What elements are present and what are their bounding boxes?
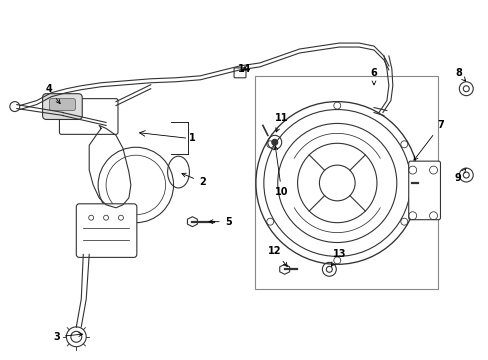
Text: 7: 7 (413, 121, 443, 160)
Text: 2: 2 (182, 173, 205, 187)
FancyBboxPatch shape (60, 99, 118, 134)
FancyBboxPatch shape (49, 99, 75, 111)
Text: 9: 9 (454, 168, 465, 183)
FancyBboxPatch shape (76, 204, 137, 257)
Text: 13: 13 (331, 249, 346, 266)
Text: 11: 11 (274, 113, 288, 132)
Text: 8: 8 (454, 68, 465, 81)
Text: 10: 10 (273, 146, 288, 197)
FancyBboxPatch shape (408, 161, 440, 220)
FancyBboxPatch shape (42, 94, 82, 120)
Circle shape (271, 139, 277, 145)
Text: 6: 6 (370, 68, 377, 85)
FancyBboxPatch shape (234, 68, 245, 78)
Text: 5: 5 (208, 217, 231, 227)
Text: 4: 4 (45, 84, 60, 104)
Bar (254, 76, 438, 289)
Text: 1: 1 (189, 133, 195, 143)
Text: 14: 14 (238, 64, 251, 74)
Text: 12: 12 (267, 247, 286, 266)
Text: 3: 3 (53, 332, 82, 342)
